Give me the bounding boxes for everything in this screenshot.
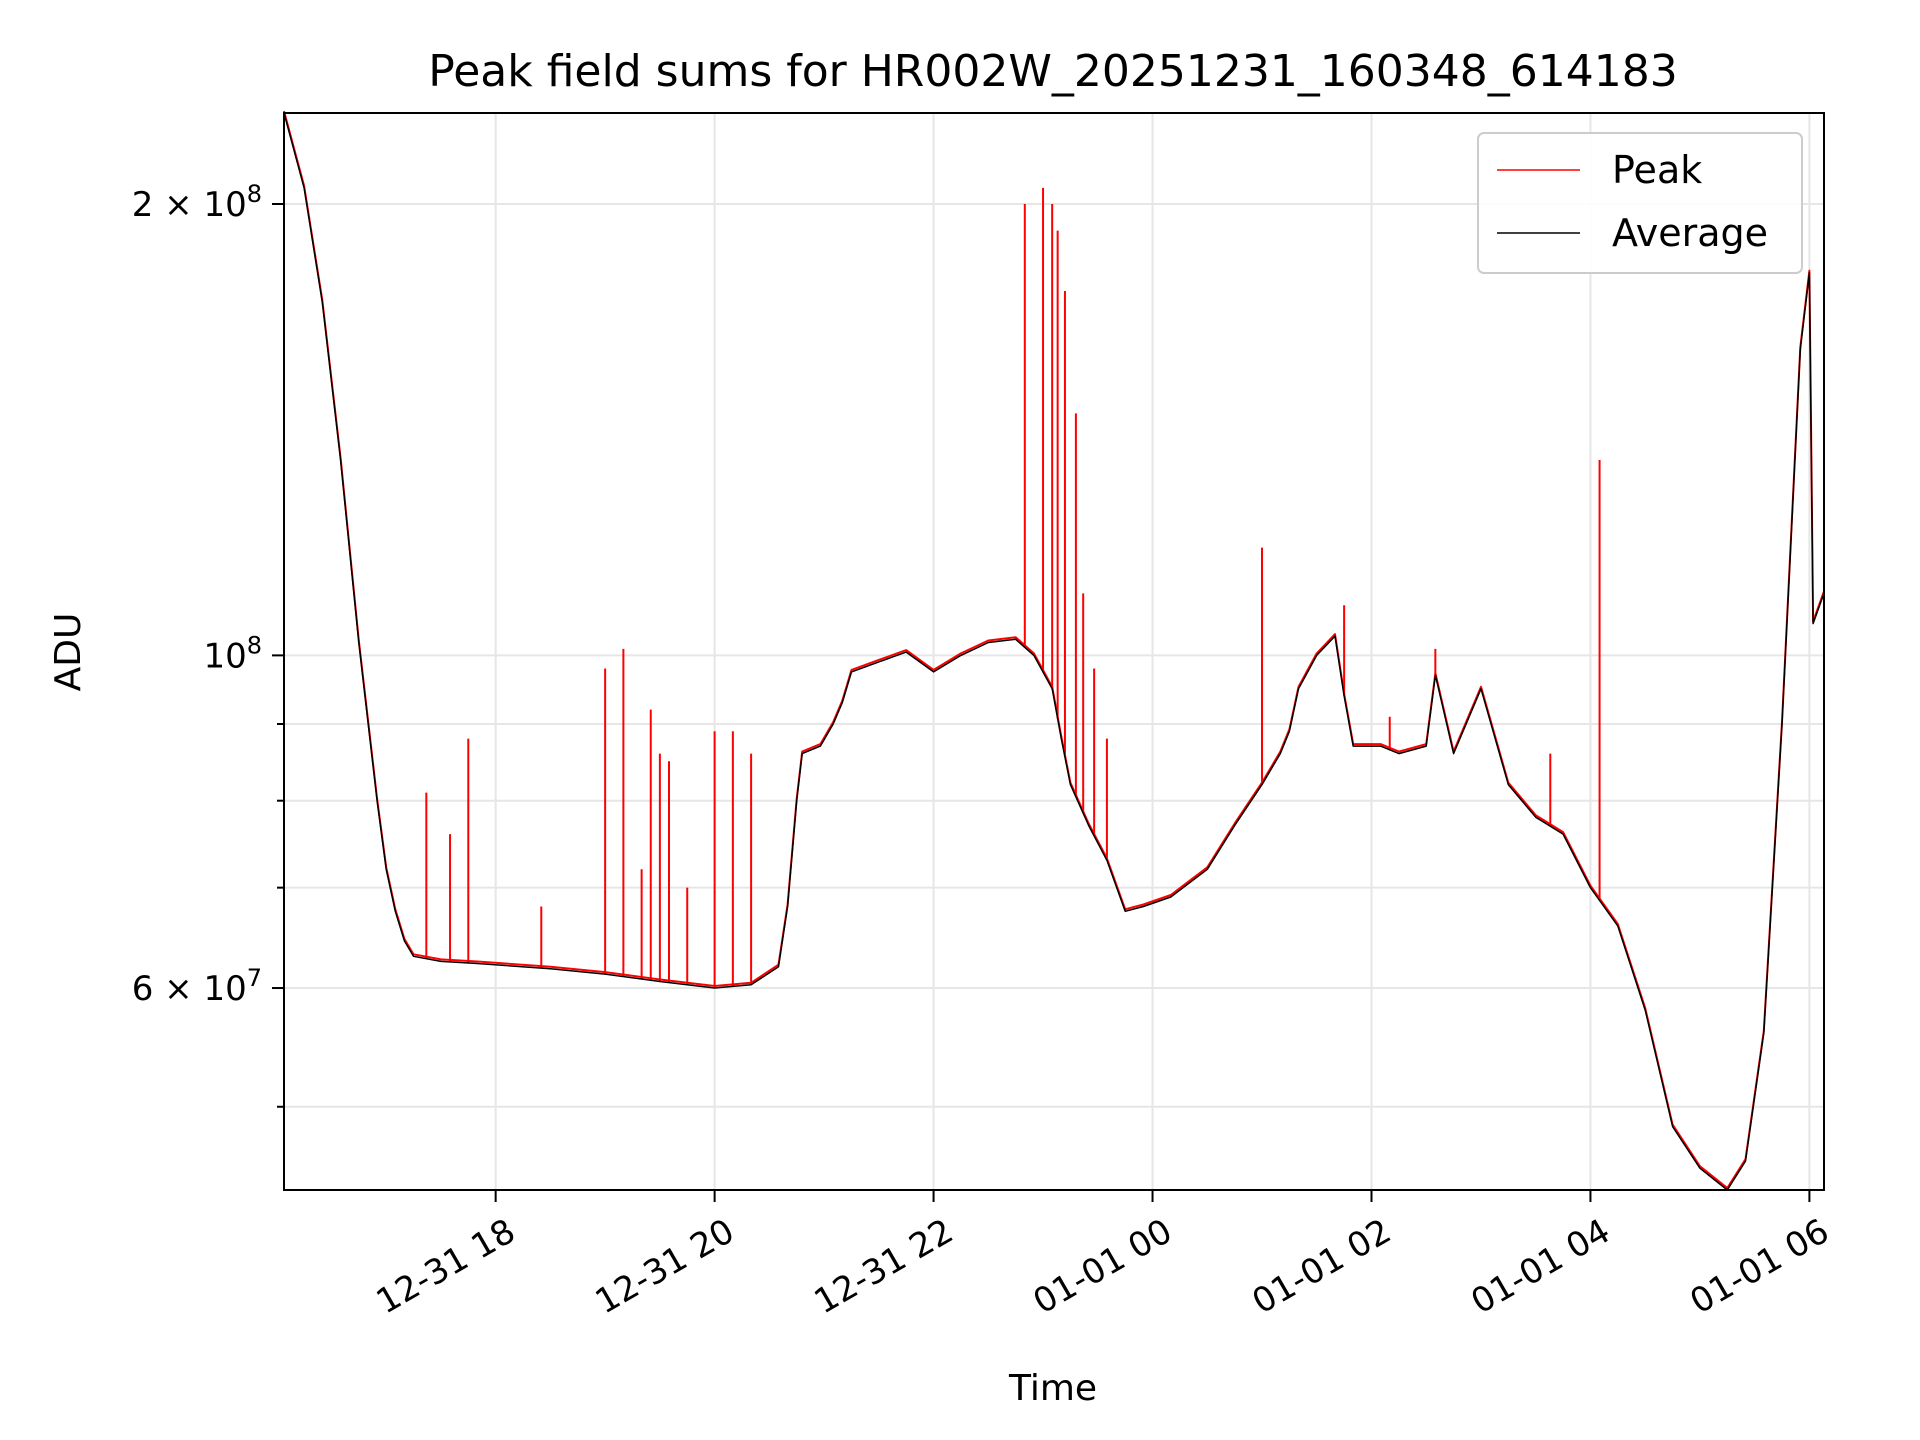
peak-line (283, 110, 1825, 1189)
legend-peak-label: Peak (1612, 148, 1702, 192)
grid-lines (284, 113, 1824, 1190)
y-tick-label: 2 × 108 (132, 180, 262, 225)
legend: Peak Average (1477, 132, 1803, 274)
legend-box (1477, 132, 1803, 274)
peak-series (283, 110, 1825, 1189)
x-axis-label: Time (1008, 1368, 1097, 1409)
y-tick-label: 108 (203, 631, 262, 676)
y-tick-label: 6 × 107 (132, 964, 262, 1009)
chart-title: Peak field sums for HR002W_20251231_1603… (428, 46, 1678, 97)
average-line (283, 112, 1825, 1191)
average-series (283, 112, 1825, 1191)
legend-average-label: Average (1612, 211, 1768, 255)
y-axis-ticks: 6 × 107 108 2 × 108 (132, 180, 284, 1108)
plot-frame (283, 112, 1825, 1191)
y-axis-label: ADU (48, 613, 89, 692)
